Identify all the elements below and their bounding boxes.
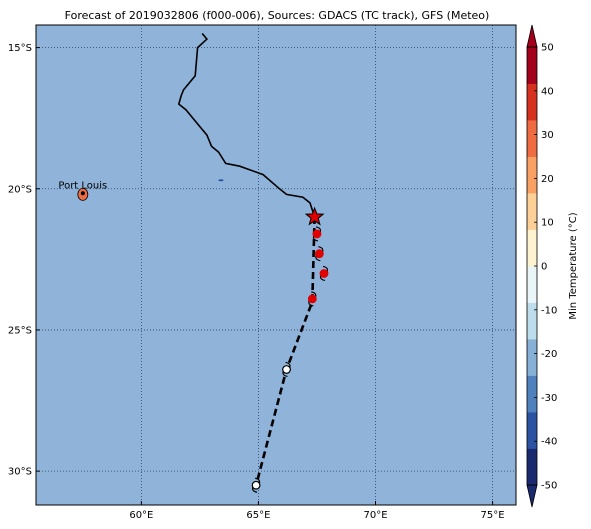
y-tick-label: 25°S — [8, 325, 32, 336]
latitude-ticks: 15°S 20°S 25°S 30°S — [8, 43, 40, 478]
place-label: Port Louis — [58, 180, 107, 191]
map-title: Forecast of 2019032806 (f000-006), Sourc… — [65, 9, 490, 22]
colorbar: 50 40 30 20 10 0 -10 -20 -30 -40 -50 Min Temperatur… — [527, 25, 579, 507]
x-tick-label: 70°E — [363, 510, 387, 521]
colorbar-segment — [527, 84, 537, 121]
cyclone-point — [313, 230, 321, 238]
colorbar-tick-label: 30 — [541, 130, 554, 141]
colorbar-tick-label: 0 — [541, 262, 547, 273]
colorbar-tick-label: -50 — [541, 481, 557, 492]
colorbar-segment — [527, 412, 537, 449]
ocean-background — [36, 25, 516, 505]
colorbar-tick-label: 10 — [541, 218, 554, 229]
colorbar-segment — [527, 47, 537, 84]
colorbar-tick-label: 50 — [541, 43, 554, 54]
colorbar-tick-label: 40 — [541, 86, 554, 97]
colorbar-tick-label: -40 — [541, 437, 557, 448]
colorbar-tick-label: 20 — [541, 174, 554, 185]
x-tick-label: 60°E — [129, 510, 153, 521]
colorbar-segment — [527, 193, 537, 230]
colorbar-segment — [527, 157, 537, 194]
colorbar-label: Min Temperature (°C) — [568, 212, 579, 319]
colorbar-extend-max — [527, 25, 537, 47]
colorbar-tick-label: -20 — [541, 349, 557, 360]
island-rodrigues — [218, 179, 223, 181]
x-tick-label: 65°E — [246, 510, 270, 521]
y-tick-label: 20°S — [8, 184, 32, 195]
colorbar-segment — [527, 376, 537, 413]
colorbar-segment — [527, 449, 537, 486]
x-tick-label: 75°E — [481, 510, 505, 521]
colorbar-segment — [527, 266, 537, 303]
cyclone-point — [283, 366, 291, 374]
map-panel: Port Louis 60°E 65°E 70°E 75°E 15°S 20°S 25°S… — [8, 25, 516, 521]
y-tick-label: 30°S — [8, 467, 32, 478]
colorbar-segment — [527, 339, 537, 376]
colorbar-segment — [527, 120, 537, 157]
colorbar-segment — [527, 230, 537, 267]
colorbar-tick-label: -10 — [541, 305, 557, 316]
cyclone-point — [308, 295, 316, 303]
cyclone-point — [320, 270, 328, 278]
y-tick-label: 15°S — [8, 43, 32, 54]
cyclone-point — [252, 481, 260, 489]
place-marker — [81, 191, 85, 195]
colorbar-extend-min — [527, 485, 537, 507]
colorbar-segment — [527, 303, 537, 340]
cyclone-point — [316, 250, 324, 258]
colorbar-tick-label: -30 — [541, 393, 557, 404]
